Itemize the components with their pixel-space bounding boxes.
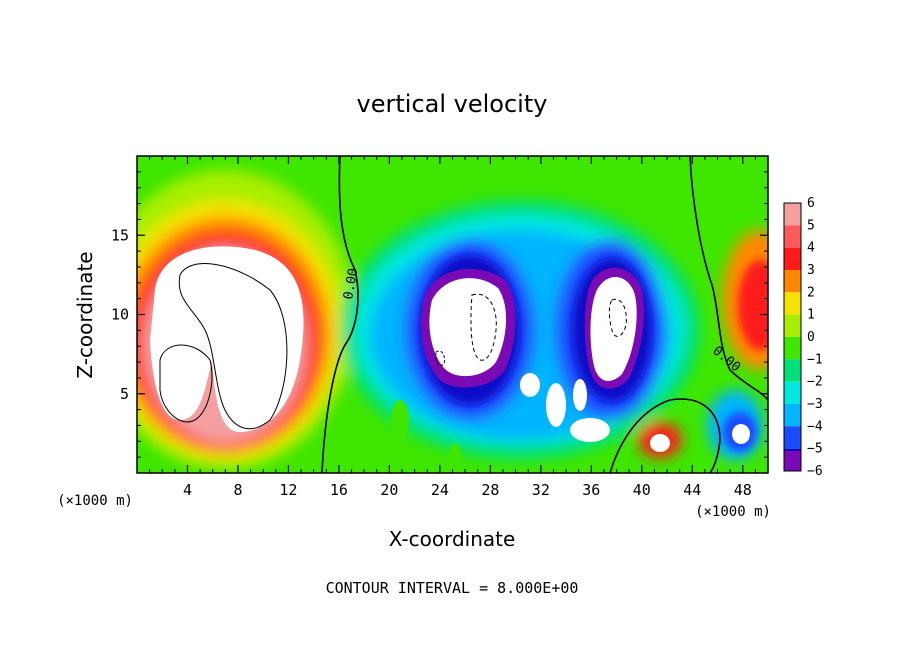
x-tick-label: 8 <box>233 481 242 499</box>
colorbar-swatch <box>784 404 801 427</box>
x-left-unit: (×1000 m) <box>57 493 133 509</box>
y-axis-ticks: 5 10 15 <box>111 171 768 458</box>
x-tick-label: 36 <box>582 481 600 499</box>
x-axis-ticks: 4 8 12 16 20 24 28 32 36 40 44 48 <box>149 156 756 499</box>
x-tick-label: 16 <box>330 481 348 499</box>
colorbar-label: 4 <box>807 241 815 256</box>
contour-label-0: 0.00 <box>341 267 361 300</box>
colorbar-label: −6 <box>807 464 823 479</box>
colorbar-swatch-min <box>784 450 801 471</box>
colorbar-swatch <box>784 426 801 449</box>
x-tick-label: 40 <box>633 481 651 499</box>
x-tick-label: 12 <box>279 481 297 499</box>
x-tick-label: 44 <box>683 481 701 499</box>
colorbar-frame <box>783 202 802 472</box>
colorbar-label: 5 <box>807 218 815 233</box>
colorbar-swatch <box>784 359 801 382</box>
x-tick-label: 20 <box>380 481 398 499</box>
x-axis-label: X-coordinate <box>389 527 516 551</box>
x-tick-label: 4 <box>183 481 192 499</box>
colorbar-label: 3 <box>807 263 815 278</box>
colorbar-swatch <box>784 292 801 315</box>
velocity-field <box>137 156 768 473</box>
colorbar-label: −1 <box>807 352 823 367</box>
colorbar-swatch <box>784 337 801 360</box>
colorbar-swatch <box>784 247 801 270</box>
colorbar-label: 2 <box>807 285 815 300</box>
contour-interval-note: CONTOUR INTERVAL = 8.000E+00 <box>326 579 579 597</box>
colorbar-label: −3 <box>807 397 823 412</box>
colorbar-swatch <box>784 314 801 337</box>
colorbar-label: −4 <box>807 419 823 434</box>
colorbar-swatch <box>784 270 801 293</box>
colorbar-swatch <box>784 225 801 248</box>
x-tick-label: 28 <box>481 481 499 499</box>
x-tick-label: 24 <box>431 481 449 499</box>
colorbar: 6 5 4 3 2 1 0 −1 −2 −3 −4 −5 −6 <box>783 196 823 479</box>
chart-title: vertical velocity <box>357 90 548 118</box>
x-right-unit: (×1000 m) <box>695 504 771 520</box>
colorbar-label: −5 <box>807 442 823 457</box>
y-tick-label: 5 <box>120 385 129 403</box>
y-tick-label: 15 <box>111 226 129 244</box>
colorbar-label: 1 <box>807 308 815 323</box>
y-tick-label: 10 <box>111 306 129 324</box>
colorbar-swatch <box>784 381 801 404</box>
colorbar-label: 0 <box>807 330 815 345</box>
colorbar-swatch <box>784 203 801 226</box>
x-tick-label: 32 <box>532 481 550 499</box>
x-tick-label: 48 <box>734 481 752 499</box>
colorbar-label: −2 <box>807 375 823 390</box>
colorbar-label: 6 <box>807 196 815 211</box>
y-axis-label: Z-coordinate <box>73 251 97 378</box>
